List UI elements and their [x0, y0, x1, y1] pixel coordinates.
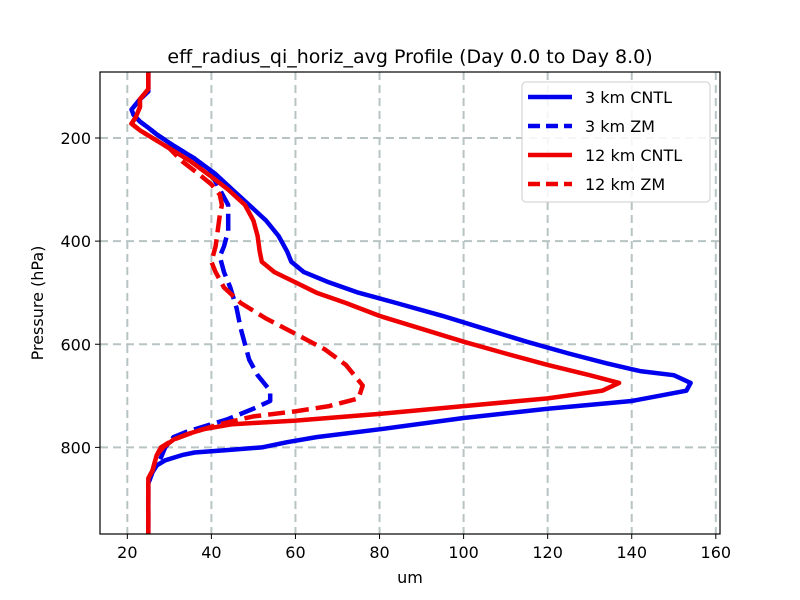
legend-box [521, 81, 711, 203]
legend: 3 km CNTL 3 km ZM 12 km CNTL 12 km ZM [521, 81, 711, 203]
chart-title: eff_radius_qi_horiz_avg Profile (Day 0.0… [167, 46, 652, 68]
x-tick-label: 20 [117, 543, 137, 562]
x-tick-label: 60 [285, 543, 305, 562]
x-tick-label: 80 [369, 543, 389, 562]
y-axis-label: Pressure (hPa) [28, 246, 47, 361]
legend-label: 3 km ZM [585, 117, 655, 136]
x-tick-label: 40 [201, 543, 221, 562]
y-tick-label: 600 [60, 335, 91, 354]
legend-label: 3 km CNTL [585, 88, 672, 107]
x-tick-label: 100 [448, 543, 479, 562]
legend-label: 12 km ZM [585, 175, 665, 194]
plot-frame [99, 71, 721, 535]
legend-label: 12 km CNTL [585, 146, 682, 165]
grid-lines [100, 72, 720, 534]
x-tick-label: 140 [616, 543, 647, 562]
y-tick-label: 800 [60, 438, 91, 457]
plot-series [129, 72, 693, 534]
axis-ticks: 20 40 60 80 100 120 140 160 200 400 600 800 [60, 129, 731, 562]
x-tick-label: 160 [701, 543, 732, 562]
series-line-1 [129, 72, 273, 534]
x-axis-label: um [397, 568, 423, 587]
y-tick-label: 400 [60, 232, 91, 251]
x-tick-label: 120 [532, 543, 563, 562]
y-tick-label: 200 [60, 129, 91, 148]
series-line-3 [129, 72, 365, 534]
